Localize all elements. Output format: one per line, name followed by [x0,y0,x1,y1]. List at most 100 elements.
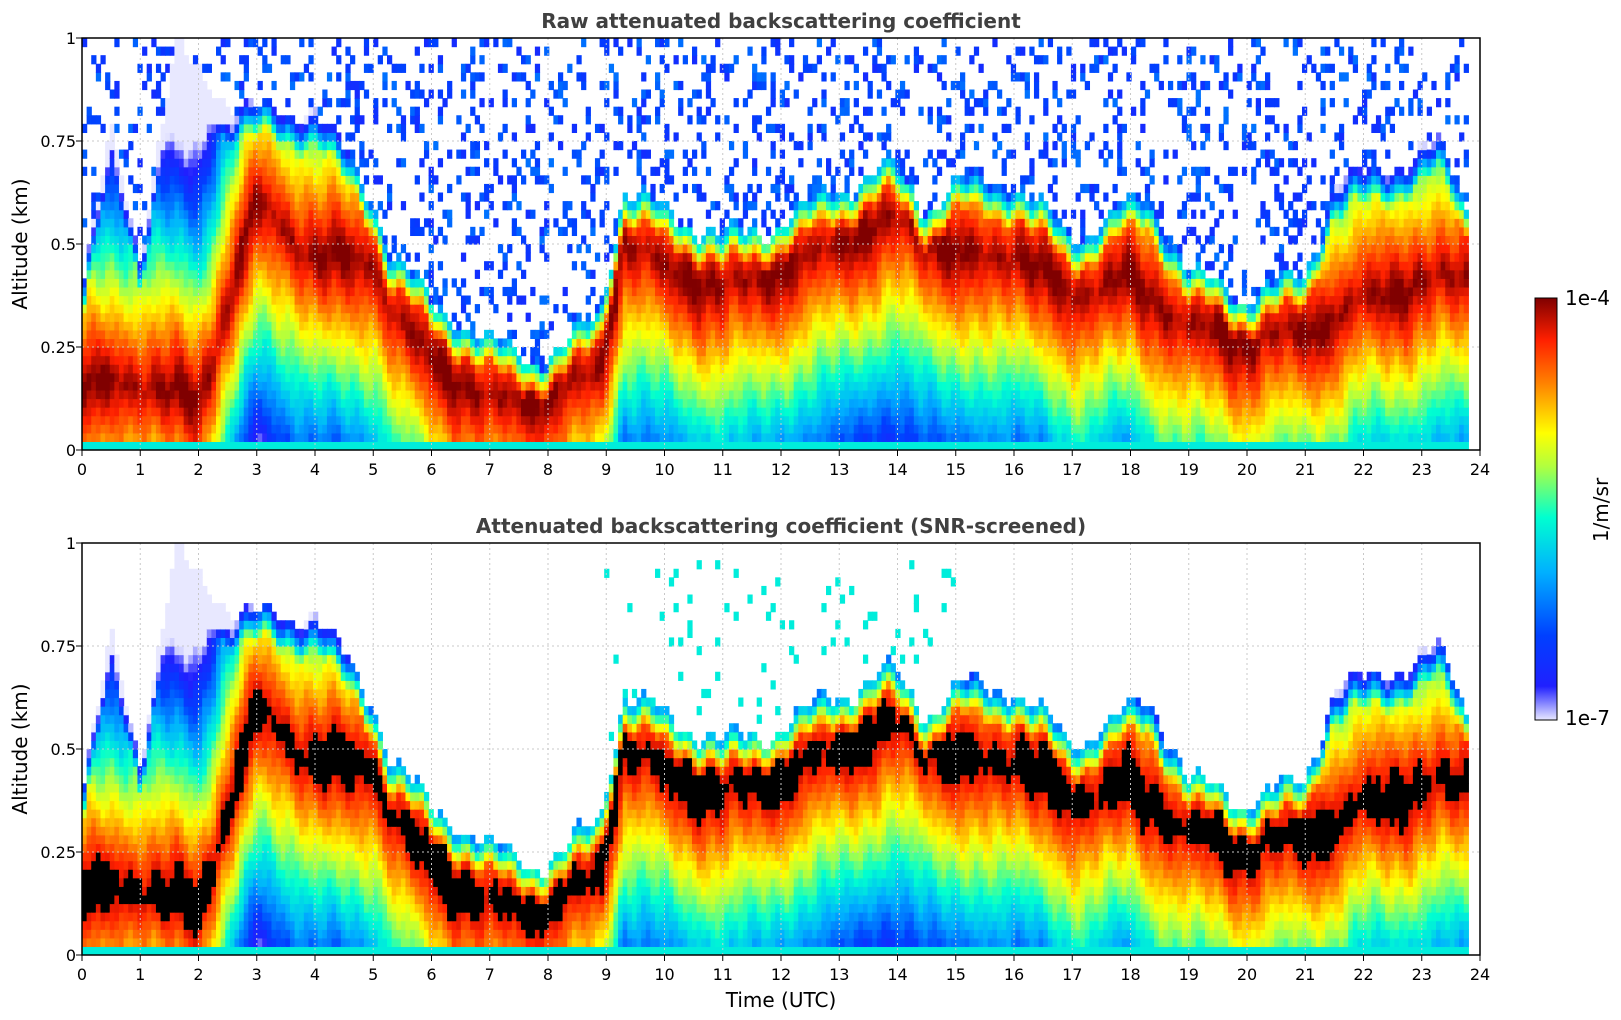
heatmap-cell [109,89,115,99]
heatmap-cell [696,286,702,297]
heatmap-cell [313,226,319,237]
heatmap-cell [271,312,277,322]
heatmap-cell [544,424,550,434]
heatmap-cell [165,201,171,211]
heatmap-cell [336,269,342,279]
heatmap-cell [322,218,328,228]
heatmap-cell [220,312,226,322]
heatmap-cell [151,226,157,237]
heatmap-cell [118,209,125,219]
heatmap-cell [220,424,226,434]
heatmap-cell [271,46,277,56]
heatmap-cell [594,347,601,357]
heatmap-cell [350,132,356,142]
heatmap-cell [479,347,485,357]
heatmap-cell [410,269,416,279]
heatmap-cell [262,149,268,159]
heatmap-cell [132,201,139,211]
heatmap-cell [474,355,481,365]
heatmap-cell [742,235,749,245]
heatmap-cell [294,407,300,417]
heatmap-cell [576,149,582,159]
heatmap-cell [225,347,231,357]
heatmap-cell [585,364,591,374]
heatmap-cell [470,141,476,151]
heatmap-cell [701,321,707,331]
heatmap-cell [179,46,185,56]
heatmap-cell [86,106,92,116]
heatmap-cell [202,89,208,99]
heatmap-cell [243,278,249,288]
heatmap-cell [132,304,139,314]
heatmap-cell [400,115,407,125]
heatmap-cell [410,295,416,305]
heatmap-cell [336,389,342,400]
heatmap-cell [789,244,795,254]
heatmap-cell [525,381,531,391]
heatmap-cell [423,441,430,450]
heatmap-cell [659,415,665,425]
heatmap-cell [627,441,633,450]
heatmap-cell [243,304,249,314]
heatmap-cell [197,132,203,142]
heatmap-cell [641,347,647,357]
heatmap-cell [280,183,286,194]
heatmap-cell [738,312,744,322]
heatmap-cell [710,329,716,340]
heatmap-cell [285,372,291,382]
heatmap-cell [262,312,268,322]
heatmap-cell [308,269,314,279]
heatmap-cell [562,372,568,382]
heatmap-cell [534,432,541,443]
heatmap-cell [678,295,684,305]
heatmap-cell [775,46,781,56]
heatmap-cell [276,149,282,159]
heatmap-cell [585,398,591,408]
heatmap-cell [202,338,208,348]
heatmap-cell [169,252,176,262]
heatmap-cell [738,321,744,331]
heatmap-cell [359,372,365,382]
heatmap-cell [414,355,420,365]
heatmap-cell [779,312,786,322]
heatmap-cell [197,244,203,254]
heatmap-cell [285,432,291,443]
heatmap-cell [308,226,314,237]
heatmap-cell [636,432,642,443]
heatmap-cell [363,158,370,168]
heatmap-cell [192,432,199,443]
heatmap-cell [132,269,139,279]
heatmap-cell [252,304,259,314]
heatmap-cell [280,226,286,237]
heatmap-cell [308,201,314,211]
heatmap-cell [502,63,508,73]
heatmap-cell [118,175,125,185]
heatmap-cell [151,321,157,331]
heatmap-cell [109,441,115,450]
heatmap-cell [724,381,730,391]
heatmap-cell [285,226,291,237]
heatmap-cell [151,286,157,297]
heatmap-cell [553,415,559,425]
heatmap-cell [192,407,199,417]
heatmap-cell [613,244,619,254]
heatmap-cell [216,261,222,271]
heatmap-cell [350,226,356,237]
heatmap-cell [664,235,670,245]
heatmap-cell [155,372,162,382]
heatmap-cell [576,415,582,425]
heatmap-cell [350,347,356,357]
heatmap-cell [100,286,106,297]
heatmap-cell [604,46,610,56]
heatmap-cell [299,407,305,417]
heatmap-cell [733,218,739,228]
heatmap-cell [91,398,97,408]
heatmap-cell [405,278,411,288]
heatmap-cell [340,252,347,262]
heatmap-cell [160,441,166,450]
heatmap-cell [521,364,527,374]
heatmap-cell [650,183,656,194]
heatmap-cell [109,415,115,425]
heatmap-cell [322,261,328,271]
heatmap-cell [382,424,388,434]
